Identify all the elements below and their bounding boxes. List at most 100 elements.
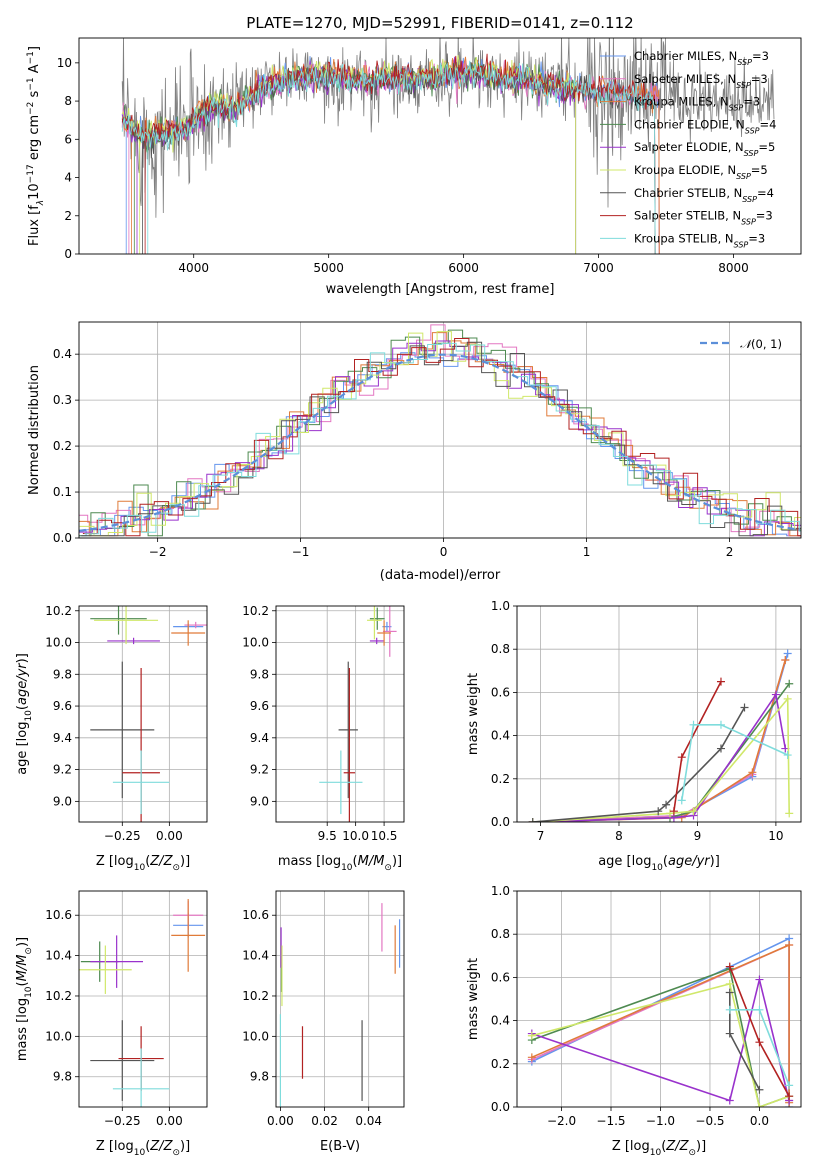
plot-area <box>79 324 801 537</box>
histogram-step-salpeter_elodie <box>79 340 801 537</box>
label-part: age/yr <box>668 854 711 869</box>
weight-marker-kroupa_stelib <box>725 1005 734 1014</box>
x-tick-label: 9 <box>694 829 702 843</box>
y-tick-label: 1.0 <box>491 599 510 613</box>
label-part: ⊙ <box>172 1148 180 1158</box>
label-part: 10 <box>341 863 353 873</box>
label-part: 10 <box>24 986 34 998</box>
weight-marker-salpeter_stelib <box>716 677 725 686</box>
label-part: ⊙ <box>688 1148 696 1158</box>
legend-text: Chabrier ELODIE, N <box>634 117 745 131</box>
weight-marker-chabrier_stelib <box>740 703 749 712</box>
weight-marker-salpeter_elodie <box>755 975 764 984</box>
y-tick-label: 10.6 <box>242 908 269 922</box>
label-part: 10 <box>24 710 34 722</box>
weight-line-salpeter_elodie <box>532 692 787 822</box>
weight-marker-kroupa_miles <box>527 1053 536 1062</box>
label-part: ] <box>27 46 42 51</box>
label-part: age/yr <box>15 662 30 705</box>
figure-title: PLATE=1270, MJD=52991, FIBERID=0141, z=0… <box>246 14 633 32</box>
y-tick-label: 0.1 <box>53 485 72 499</box>
y-tick-label: 0.2 <box>491 1057 510 1071</box>
y-axis-label: Flux [fλ10−17 erg cm−2 s−1 A−1] <box>26 46 46 246</box>
label-part: mass [log <box>278 854 341 869</box>
label-part: Z [log <box>96 1139 134 1154</box>
plot-area <box>279 903 401 1107</box>
y-tick-label: 6 <box>64 132 72 146</box>
label-part: λ <box>36 200 46 206</box>
legend-suffix: =4 <box>760 117 777 131</box>
weight-marker-kroupa_stelib <box>716 720 725 729</box>
axes-frame <box>78 321 802 539</box>
x-tick-label: −0.25 <box>104 1114 141 1128</box>
y-tick-label: 9.8 <box>53 667 72 681</box>
y-tick-label: 10.2 <box>45 604 72 618</box>
legend-sub: SSP <box>729 103 744 112</box>
y-tick-label: 1.0 <box>491 884 510 898</box>
legend-sub: SSP <box>737 58 752 67</box>
x-tick-label: 6000 <box>448 261 479 275</box>
x-tick-label: 4000 <box>178 261 209 275</box>
label-part: ⊙ <box>384 863 392 873</box>
y-tick-label: 10.0 <box>45 636 72 650</box>
weight-marker-salpeter_stelib <box>725 962 734 971</box>
label-part: −17 <box>26 164 36 183</box>
legend-sub: SSP <box>736 80 751 89</box>
x-tick-label: 10.5 <box>371 829 398 843</box>
plot-area <box>527 934 794 1107</box>
x-axis-label: wavelength [Angstrom, rest frame] <box>326 282 555 297</box>
y-tick-label: 0.8 <box>491 642 510 656</box>
y-tick-label: 0.4 <box>491 1014 510 1028</box>
histogram-step-kroupa_miles <box>79 332 801 537</box>
weight-marker-kroupa_stelib <box>785 1081 794 1090</box>
y-tick-label: 0.4 <box>53 347 72 361</box>
weight-marker-kroupa_miles <box>785 941 794 949</box>
weight-line-kroupa_miles <box>532 659 787 822</box>
axes-frame <box>78 890 208 1108</box>
label-part: 10 <box>650 1148 662 1158</box>
legend-suffix: =3 <box>752 49 769 63</box>
legend-text: Chabrier STELIB, N <box>634 186 742 200</box>
label-part: ( <box>661 1139 666 1154</box>
model-spectrum-salpeter_elodie <box>121 56 577 254</box>
label-part: M/M <box>358 854 385 869</box>
legend-text: Kroupa MILES, N <box>634 95 729 109</box>
y-axis-label: age [log10(age/yr)] <box>15 653 34 775</box>
y-tick-label: 0.0 <box>491 1100 510 1114</box>
x-axis-label: age [log10(age/yr)] <box>598 854 720 873</box>
weight-marker-kroupa_elodie <box>783 694 792 703</box>
x-tick-label: −1 <box>292 545 310 559</box>
label-part: ( <box>15 981 30 986</box>
weight-marker-salpeter_elodie <box>725 1096 734 1105</box>
weight-line-kroupa_stelib <box>681 724 789 801</box>
y-tick-label: 0.2 <box>491 772 510 786</box>
legend-entry-kroupa_miles: Kroupa MILES, NSSP=3 <box>634 95 760 113</box>
panel-age-vs-Z: −0.25 0.009.09.29.49.69.810.010.2Z [log10… <box>15 604 208 873</box>
label-part: 10 <box>134 1148 146 1158</box>
y-tick-label: 10.2 <box>242 989 269 1003</box>
legend-sub: SSP <box>736 172 751 181</box>
weight-marker-kroupa_stelib <box>689 720 698 729</box>
x-tick-label: 0.02 <box>311 1114 338 1128</box>
y-tick-label: 0.3 <box>53 393 72 407</box>
label-part: )] <box>710 854 720 869</box>
legend-entry-chabrier_elodie: Chabrier ELODIE, NSSP=4 <box>634 117 776 135</box>
y-tick-label: 9.8 <box>250 667 269 681</box>
label-part: ( <box>15 705 30 710</box>
axes-frame <box>78 37 802 255</box>
y-tick-label: 0.0 <box>53 531 72 545</box>
x-tick-label: 2 <box>726 545 734 559</box>
y-tick-label: 0.6 <box>491 970 510 984</box>
y-tick-label: 0.0 <box>491 815 510 829</box>
legend-text: Kroupa ELODIE, N <box>634 163 736 177</box>
y-tick-label: 0.4 <box>491 729 510 743</box>
label-part: 10 <box>134 863 146 873</box>
x-tick-label: 0.00 <box>267 1114 294 1128</box>
x-tick-label: 10 <box>768 829 783 843</box>
y-axis-label: Normed distribution <box>27 365 42 495</box>
weight-marker-kroupa_elodie <box>527 1031 536 1040</box>
y-tick-label: 9.4 <box>53 731 72 745</box>
x-tick-label: −1.5 <box>596 1114 625 1128</box>
legend-sub: SSP <box>744 149 759 158</box>
